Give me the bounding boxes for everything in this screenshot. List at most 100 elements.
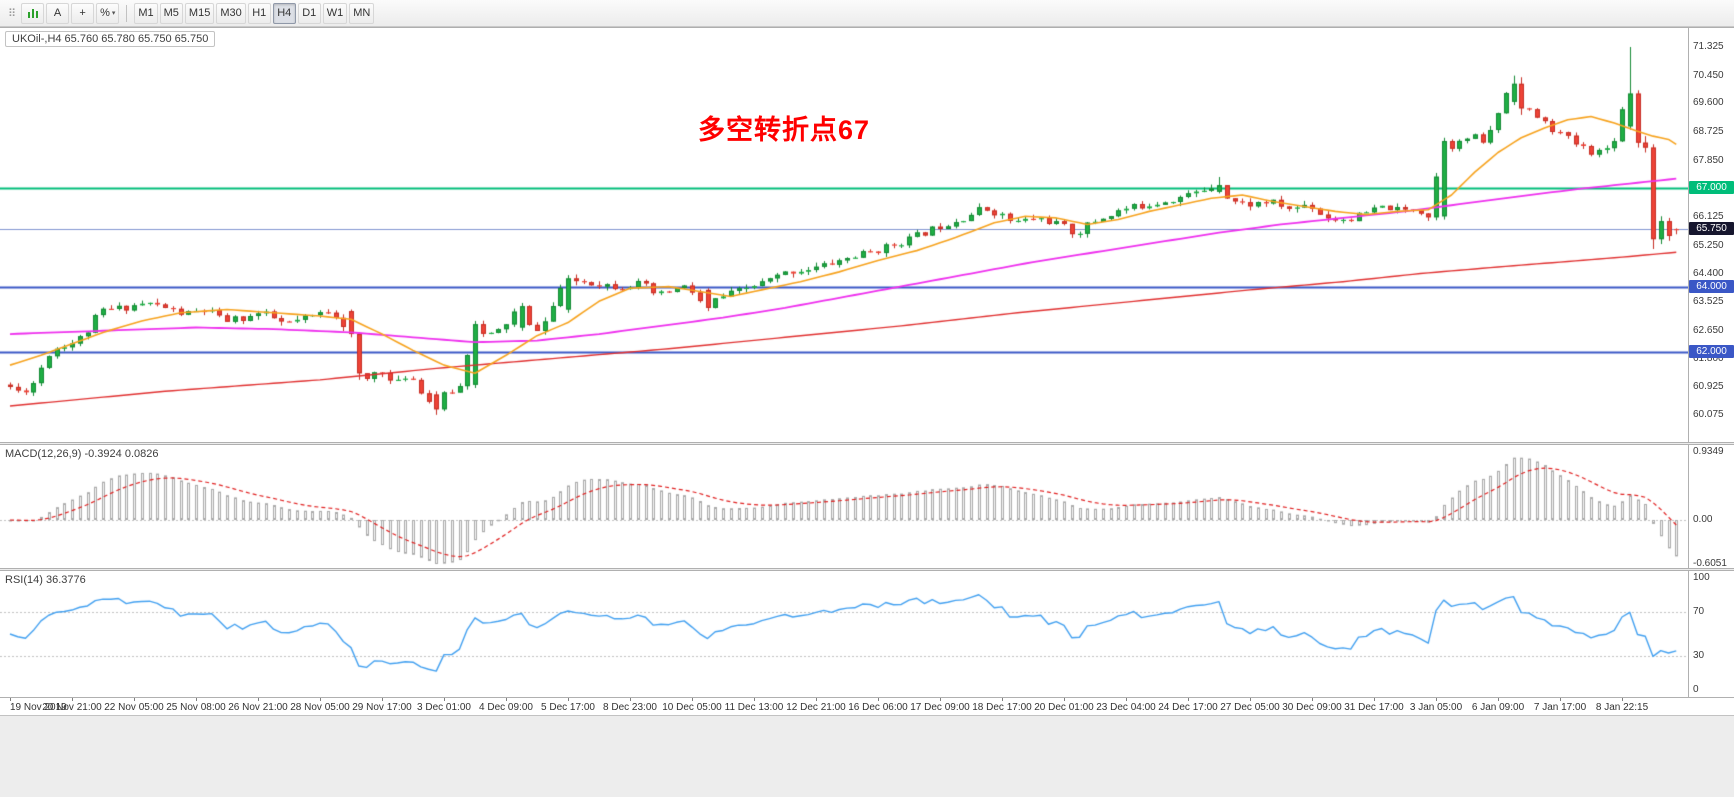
time-axis-label: 18 Dec 17:00 bbox=[972, 702, 1032, 713]
macd-axis-label: -0.6051 bbox=[1693, 558, 1727, 568]
time-tick bbox=[692, 698, 693, 701]
time-tick bbox=[1560, 698, 1561, 701]
timeframe-w1-button[interactable]: W1 bbox=[322, 2, 348, 24]
time-tick bbox=[1126, 698, 1127, 701]
timeframe-mn-button[interactable]: MN bbox=[349, 2, 375, 24]
time-axis-label: 16 Dec 06:00 bbox=[848, 702, 908, 713]
time-axis-label: 3 Dec 01:00 bbox=[417, 702, 471, 713]
rsi-axis-label: 100 bbox=[1693, 572, 1710, 583]
price-axis-label: 66.125 bbox=[1693, 211, 1724, 223]
time-tick bbox=[196, 698, 197, 701]
toolbar: ⠿ A + % ▾ M1 M5 M15 M30 H1 H4 D1 W1 MN bbox=[0, 0, 1734, 27]
time-tick bbox=[1250, 698, 1251, 701]
caret-down-icon: ▾ bbox=[111, 10, 116, 17]
time-axis-label: 4 Dec 09:00 bbox=[479, 702, 533, 713]
window-drag-handle-icon[interactable]: ⠿ bbox=[8, 7, 17, 20]
percent-label: % bbox=[100, 7, 110, 19]
time-axis-label: 20 Nov 21:00 bbox=[42, 702, 102, 713]
time-axis-label: 8 Dec 23:00 bbox=[603, 702, 657, 713]
time-tick bbox=[568, 698, 569, 701]
time-axis-label: 11 Dec 13:00 bbox=[724, 702, 784, 713]
time-tick bbox=[72, 698, 73, 701]
price-axis-label: 69.600 bbox=[1693, 97, 1724, 109]
chart-annotation: 多空转折点67 bbox=[698, 115, 871, 145]
price-axis-label: 63.525 bbox=[1693, 296, 1724, 308]
time-axis-label: 10 Dec 05:00 bbox=[662, 702, 722, 713]
timeframe-group: M1 M5 M15 M30 H1 H4 D1 W1 MN bbox=[133, 2, 375, 24]
time-tick bbox=[1002, 698, 1003, 701]
pane-splitter[interactable] bbox=[0, 568, 1734, 571]
time-tick bbox=[1374, 698, 1375, 701]
price-axis-label: 70.450 bbox=[1693, 69, 1724, 81]
price-line-badge: 67.000 bbox=[1689, 181, 1734, 195]
time-axis-label: 31 Dec 17:00 bbox=[1344, 702, 1404, 713]
time-tick bbox=[444, 698, 445, 701]
price-axis-label: 71.325 bbox=[1693, 41, 1724, 52]
macd-label: MACD(12,26,9) -0.3924 0.0826 bbox=[5, 448, 159, 460]
rsi-axis-label: 0 bbox=[1693, 684, 1699, 695]
price-axis-label: 64.400 bbox=[1693, 267, 1724, 279]
time-tick bbox=[878, 698, 879, 701]
timeframe-m5-button[interactable]: M5 bbox=[159, 2, 183, 24]
price-line-badge: 62.000 bbox=[1689, 345, 1734, 359]
pane-splitter[interactable] bbox=[0, 442, 1734, 445]
time-tick bbox=[940, 698, 941, 701]
price-axis-label: 68.725 bbox=[1693, 126, 1724, 138]
window-footer bbox=[0, 715, 1734, 797]
time-axis-label: 23 Dec 04:00 bbox=[1096, 702, 1156, 713]
time-axis-label: 26 Nov 21:00 bbox=[228, 702, 288, 713]
toolbar-separator bbox=[126, 4, 128, 22]
time-tick bbox=[1498, 698, 1499, 701]
rsi-canvas[interactable] bbox=[0, 571, 1688, 697]
timeframe-h4-button[interactable]: H4 bbox=[272, 2, 296, 24]
time-axis-label: 28 Nov 05:00 bbox=[290, 702, 350, 713]
time-axis-label: 22 Nov 05:00 bbox=[104, 702, 164, 713]
time-axis-label: 19 Nov 2019 bbox=[10, 702, 67, 713]
price-axis-label: 60.925 bbox=[1693, 381, 1724, 393]
time-axis-label: 25 Nov 08:00 bbox=[166, 702, 226, 713]
rsi-axis-label: 30 bbox=[1693, 650, 1705, 662]
macd-canvas[interactable] bbox=[0, 445, 1688, 568]
time-axis-label: 5 Dec 17:00 bbox=[541, 702, 595, 713]
time-axis-label: 17 Dec 09:00 bbox=[910, 702, 970, 713]
time-axis-label: 24 Dec 17:00 bbox=[1158, 702, 1218, 713]
percent-tool-button[interactable]: % ▾ bbox=[96, 2, 120, 24]
time-tick bbox=[1312, 698, 1313, 701]
timeframe-h1-button[interactable]: H1 bbox=[247, 2, 271, 24]
timeframe-m30-button[interactable]: M30 bbox=[216, 2, 246, 24]
axis-divider bbox=[1688, 445, 1689, 568]
current-price-badge: 65.750 bbox=[1689, 222, 1734, 236]
time-tick bbox=[10, 698, 11, 701]
time-axis-label: 20 Dec 01:00 bbox=[1034, 702, 1094, 713]
rsi-axis-label: 70 bbox=[1693, 605, 1705, 617]
price-axis-label: 67.850 bbox=[1693, 154, 1724, 166]
macd-pane: MACD(12,26,9) -0.3924 0.0826 0.9349 0.00 -… bbox=[0, 445, 1734, 568]
chart-window: UKOil-,H4 65.760 65.780 65.750 65.750 多空… bbox=[0, 27, 1734, 715]
text-tool-button[interactable]: A bbox=[46, 2, 70, 24]
time-tick bbox=[320, 698, 321, 701]
time-tick bbox=[630, 698, 631, 701]
timeframe-m15-button[interactable]: M15 bbox=[184, 2, 215, 24]
time-tick bbox=[1064, 698, 1065, 701]
time-axis-label: 3 Jan 05:00 bbox=[1409, 702, 1463, 713]
symbol-ohlc-label: UKOil-,H4 65.760 65.780 65.750 65.750 bbox=[5, 31, 216, 47]
macd-axis-label: 0.00 bbox=[1693, 513, 1713, 525]
time-tick bbox=[816, 698, 817, 701]
time-axis-label: 8 Jan 22:15 bbox=[1595, 702, 1649, 713]
price-pane: UKOil-,H4 65.760 65.780 65.750 65.750 多空… bbox=[0, 28, 1734, 442]
time-tick bbox=[754, 698, 755, 701]
time-tick bbox=[258, 698, 259, 701]
timeframe-m1-button[interactable]: M1 bbox=[134, 2, 158, 24]
charts-bar-button[interactable] bbox=[21, 2, 45, 24]
axis-divider bbox=[1688, 571, 1689, 697]
price-axis-label: 61.800 bbox=[1693, 352, 1724, 364]
macd-axis-label: 0.9349 bbox=[1693, 446, 1724, 457]
timeframe-d1-button[interactable]: D1 bbox=[297, 2, 321, 24]
crosshair-tool-button[interactable]: + bbox=[71, 2, 95, 24]
price-chart-canvas[interactable] bbox=[0, 28, 1688, 442]
time-tick bbox=[506, 698, 507, 701]
time-axis[interactable]: 19 Nov 2019 20 Nov 21:00 22 Nov 05:00 25 No… bbox=[0, 697, 1734, 715]
rsi-label: RSI(14) 36.3776 bbox=[5, 574, 86, 586]
time-axis-label: 29 Nov 17:00 bbox=[352, 702, 412, 713]
price-axis-label: 60.075 bbox=[1693, 409, 1724, 420]
